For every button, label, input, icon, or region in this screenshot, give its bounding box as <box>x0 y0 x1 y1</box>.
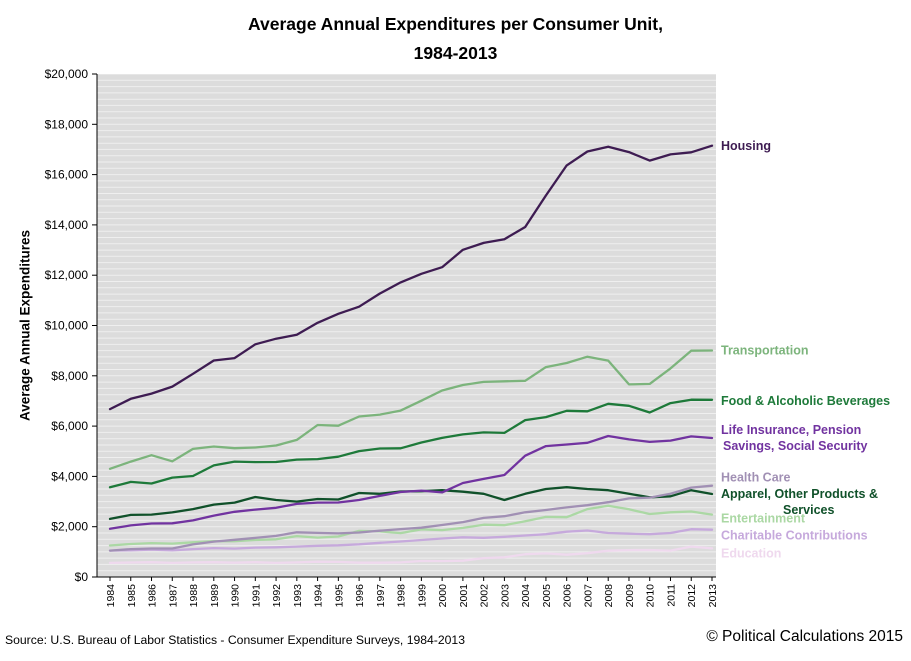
y-tick-label: $12,000 <box>45 268 89 282</box>
x-tick-label: 2009 <box>624 584 636 608</box>
series-label-health_care: Health Care <box>721 471 791 485</box>
x-tick-label: 1989 <box>209 584 221 608</box>
series-label-apparel_other: Apparel, Other Products & <box>721 487 878 501</box>
x-tick-label: 1987 <box>167 584 179 608</box>
x-tick-label: 1998 <box>396 584 408 608</box>
series-label-charitable: Charitable Contributions <box>721 529 868 543</box>
series-label-life_insurance: Savings, Social Security <box>723 439 868 453</box>
series-label-entertainment: Entertainment <box>721 512 806 526</box>
x-tick-label: 2000 <box>437 584 449 608</box>
series-line-education <box>108 545 714 565</box>
series-line-housing <box>108 144 714 411</box>
x-tick-label: 1991 <box>250 584 262 608</box>
series-label-life_insurance: Life Insurance, Pension <box>721 423 861 437</box>
x-tick-label: 1985 <box>126 584 138 608</box>
x-tick-label: 1997 <box>375 584 387 608</box>
series-label-housing: Housing <box>721 139 771 153</box>
x-tick-label: 1994 <box>313 584 325 608</box>
series-line-charitable <box>108 528 714 552</box>
y-tick-label: $2,000 <box>51 520 88 534</box>
y-tick-label: $18,000 <box>45 117 89 131</box>
x-tick-label: 1992 <box>271 584 283 608</box>
series-line-life_insurance <box>108 434 714 530</box>
series-label-transportation: Transportation <box>721 344 809 358</box>
x-tick-label: 1993 <box>292 584 304 608</box>
y-tick-label: $0 <box>75 570 89 584</box>
x-tick-label: 2012 <box>686 584 698 608</box>
x-tick-label: 2006 <box>562 584 574 608</box>
series-line-health_care <box>108 484 714 552</box>
x-tick-label: 1990 <box>230 584 242 608</box>
chart-title-line1: Average Annual Expenditures per Consumer… <box>248 14 663 34</box>
y-tick-label: $6,000 <box>51 419 88 433</box>
y-tick-label: $8,000 <box>51 369 88 383</box>
y-tick-label: $14,000 <box>45 218 89 232</box>
x-tick-label: 2003 <box>499 584 511 608</box>
x-tick-label: 2011 <box>665 584 677 607</box>
y-tick-label: $20,000 <box>45 67 89 81</box>
x-tick-label: 2004 <box>520 584 532 608</box>
series-label-food_alcohol: Food & Alcoholic Beverages <box>721 394 890 408</box>
chart-title-line2: 1984-2013 <box>413 43 498 63</box>
x-tick-label: 1988 <box>188 584 200 608</box>
x-tick-label: 1996 <box>354 584 366 608</box>
x-tick-label: 2007 <box>582 584 594 608</box>
series-label-apparel_other: Services <box>783 503 834 517</box>
series-line-food_alcohol <box>108 398 714 489</box>
x-tick-label: 2001 <box>458 584 470 608</box>
y-tick-label: $10,000 <box>45 319 89 333</box>
source-note: Source: U.S. Bureau of Labor Statistics … <box>5 633 465 647</box>
x-tick-label: 2005 <box>541 584 553 608</box>
x-tick-label: 2013 <box>707 584 719 608</box>
copyright-note: © Political Calculations 2015 <box>706 628 903 645</box>
x-tick-label: 1984 <box>105 584 117 608</box>
series-line-transportation <box>108 349 714 470</box>
x-tick-label: 2002 <box>479 584 491 608</box>
y-tick-label: $16,000 <box>45 168 89 182</box>
x-tick-label: 2008 <box>603 584 615 608</box>
x-tick-label: 2010 <box>645 584 657 608</box>
x-tick-label: 1986 <box>147 584 159 608</box>
y-tick-label: $4,000 <box>51 469 88 483</box>
series-label-education: Education <box>721 546 781 560</box>
x-tick-label: 1995 <box>333 584 345 608</box>
x-tick-label: 1999 <box>416 584 428 608</box>
chart-title: Average Annual Expenditures per Consumer… <box>0 10 911 68</box>
